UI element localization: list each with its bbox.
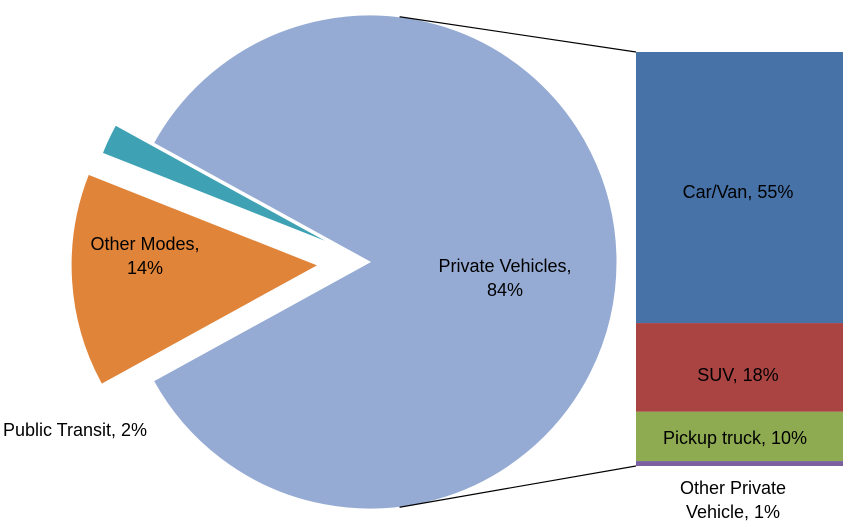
segment-label: Car/Van, 55% (682, 182, 794, 202)
pie-slice (152, 14, 618, 510)
bar-segment (636, 411, 843, 462)
segment-label: Other Private Vehicle, 1% (679, 478, 787, 522)
bar-segment (636, 52, 843, 324)
connector (399, 465, 637, 508)
pie-slice (101, 124, 333, 245)
bar-segment (636, 323, 843, 412)
segment-label: Pickup truck, 10% (662, 428, 808, 448)
connector (399, 16, 637, 53)
slice-label: Public Transit, 2% (2, 420, 148, 440)
segment-label: SUV, 18% (697, 365, 779, 385)
pie-slice (70, 173, 320, 385)
slice-label: Other Modes, 14% (90, 234, 200, 278)
bar-segment (636, 461, 843, 466)
slice-label: Private Vehicles, 84% (438, 256, 572, 300)
